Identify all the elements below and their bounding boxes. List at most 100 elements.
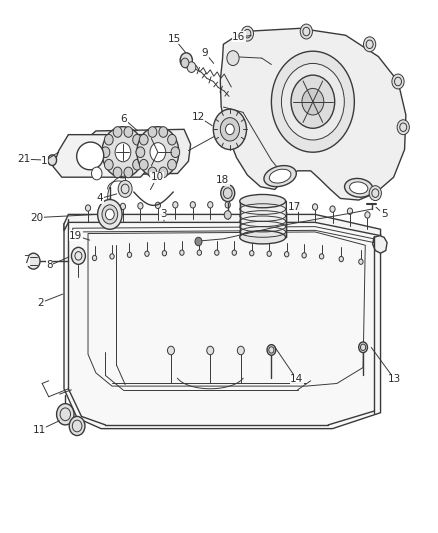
Circle shape [124, 167, 133, 177]
Circle shape [226, 124, 234, 135]
Circle shape [139, 159, 148, 170]
Ellipse shape [350, 182, 368, 193]
Circle shape [27, 253, 40, 269]
Circle shape [57, 403, 74, 425]
Circle shape [124, 127, 133, 138]
Circle shape [159, 127, 168, 138]
Circle shape [101, 147, 110, 158]
Text: 5: 5 [381, 209, 387, 220]
Circle shape [221, 184, 235, 201]
Circle shape [98, 199, 122, 229]
Circle shape [369, 185, 381, 200]
Circle shape [208, 201, 213, 208]
Circle shape [365, 212, 370, 218]
Ellipse shape [264, 166, 297, 187]
Circle shape [136, 147, 145, 158]
Circle shape [104, 159, 113, 170]
Text: 9: 9 [202, 48, 208, 58]
Circle shape [127, 252, 132, 257]
Circle shape [397, 120, 410, 135]
Text: 1: 1 [41, 156, 48, 166]
Circle shape [300, 24, 312, 39]
Circle shape [171, 147, 180, 158]
Circle shape [71, 247, 85, 264]
Circle shape [187, 62, 196, 72]
Circle shape [359, 259, 363, 264]
Circle shape [291, 75, 335, 128]
Circle shape [138, 203, 143, 209]
Circle shape [139, 134, 148, 145]
Polygon shape [373, 236, 387, 253]
Circle shape [215, 250, 219, 255]
Circle shape [181, 58, 189, 68]
Text: 8: 8 [46, 261, 53, 270]
Circle shape [162, 251, 166, 256]
Polygon shape [64, 214, 381, 236]
Text: 13: 13 [388, 374, 401, 384]
Text: 4: 4 [97, 193, 103, 204]
Circle shape [213, 109, 247, 150]
Circle shape [260, 202, 265, 208]
Circle shape [195, 237, 202, 246]
Circle shape [110, 254, 114, 259]
Circle shape [267, 251, 272, 256]
Circle shape [364, 37, 376, 52]
Circle shape [106, 209, 114, 220]
Circle shape [102, 205, 118, 224]
Text: 3: 3 [160, 209, 166, 220]
Circle shape [133, 159, 141, 170]
Circle shape [232, 250, 237, 255]
Circle shape [302, 88, 324, 115]
Text: 17: 17 [287, 202, 301, 212]
Circle shape [225, 201, 230, 208]
Text: 16: 16 [232, 32, 245, 42]
Circle shape [302, 253, 306, 258]
Text: 12: 12 [191, 111, 205, 122]
Circle shape [85, 205, 91, 211]
Text: 20: 20 [30, 213, 43, 223]
Polygon shape [220, 28, 406, 200]
Circle shape [392, 74, 404, 89]
Circle shape [224, 211, 231, 219]
Ellipse shape [240, 231, 286, 244]
Circle shape [227, 51, 239, 66]
Polygon shape [88, 130, 191, 175]
Circle shape [137, 127, 179, 177]
Ellipse shape [240, 195, 286, 208]
Circle shape [168, 134, 177, 145]
Text: 19: 19 [69, 231, 82, 241]
Circle shape [118, 180, 132, 197]
Circle shape [282, 63, 344, 140]
Text: 14: 14 [290, 374, 304, 384]
Text: 15: 15 [168, 34, 181, 44]
Circle shape [190, 201, 195, 208]
Circle shape [285, 252, 289, 257]
Circle shape [330, 206, 335, 212]
Circle shape [133, 134, 141, 145]
Polygon shape [64, 219, 381, 429]
Text: 2: 2 [38, 297, 44, 308]
Text: 18: 18 [216, 175, 229, 185]
Circle shape [115, 143, 131, 162]
Circle shape [102, 127, 144, 177]
Circle shape [104, 134, 113, 145]
Circle shape [48, 155, 57, 165]
Text: 7: 7 [23, 255, 29, 265]
Circle shape [319, 254, 324, 259]
Text: 10: 10 [150, 172, 163, 182]
Circle shape [155, 202, 160, 208]
Circle shape [113, 127, 122, 138]
Circle shape [359, 342, 367, 353]
Circle shape [173, 201, 178, 208]
Circle shape [92, 167, 102, 180]
Circle shape [168, 159, 177, 170]
Circle shape [180, 53, 192, 68]
Circle shape [167, 346, 174, 355]
Circle shape [278, 203, 283, 209]
Circle shape [113, 167, 122, 177]
Circle shape [267, 345, 276, 356]
Circle shape [159, 167, 168, 177]
Circle shape [312, 204, 318, 210]
Circle shape [243, 201, 248, 208]
Text: 21: 21 [17, 154, 30, 164]
